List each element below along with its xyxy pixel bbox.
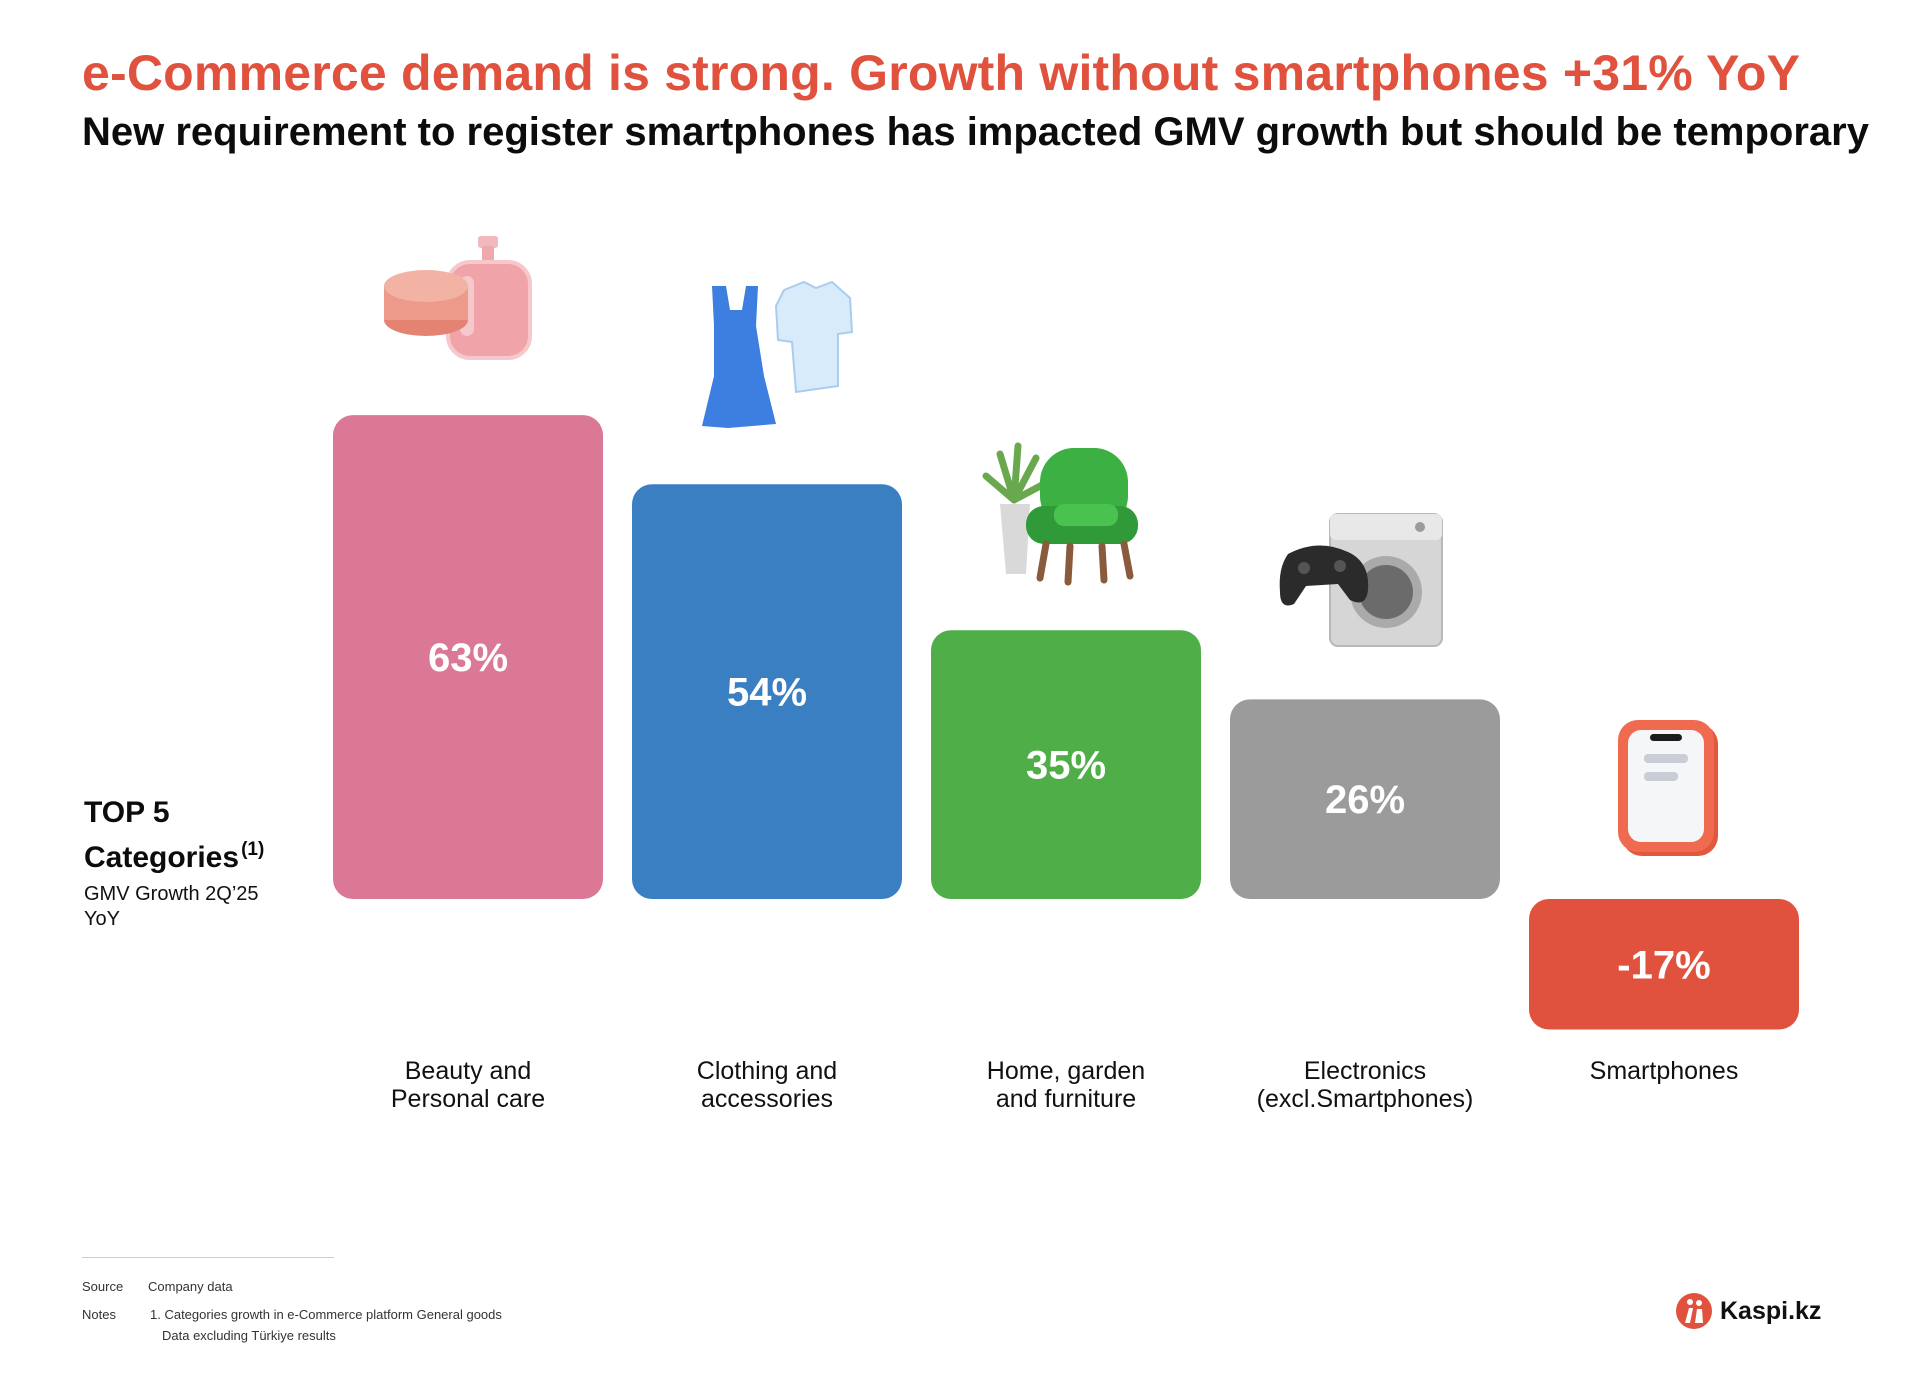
bar-value-label-3: 26% [1325, 778, 1405, 822]
dress-shape [702, 286, 776, 428]
bar-2 [931, 630, 1201, 899]
side-label-line1: TOP 5 [84, 796, 170, 829]
cream-jar [384, 270, 468, 336]
clothing-icon [702, 280, 854, 428]
chart-side-label: TOP 5 Categories (1) GMV Growth 2Q’25 YoY [84, 794, 284, 932]
bar-value-label-0: 63% [428, 636, 508, 680]
kaspi-logo-icon [1676, 1293, 1712, 1329]
footer-divider [82, 1257, 334, 1258]
source-value: Company data [148, 1279, 233, 1294]
category-label-0-line-1: Personal care [391, 1085, 545, 1113]
notes-line-2: Data excluding Türkiye results [162, 1328, 336, 1343]
armchair [1026, 448, 1138, 586]
page-title: e-Commerce demand is strong. Growth with… [82, 45, 1801, 101]
bar-4 [1529, 899, 1799, 1030]
washing-machine [1329, 513, 1443, 647]
footer-source: Source Company data [0, 1276, 700, 1298]
bar-1 [632, 484, 902, 899]
gamepad-washer-icon [1279, 513, 1443, 647]
category-label-4-line-0: Smartphones [1590, 1057, 1739, 1085]
cosmetics-icon [384, 236, 532, 360]
brand-name: Kaspi.kz [1720, 1296, 1822, 1325]
bar-3 [1230, 699, 1500, 899]
bar-value-label-4: -17% [1617, 943, 1710, 987]
category-label-1-line-0: Clothing and [697, 1057, 837, 1085]
category-label-0-line-0: Beauty and [405, 1057, 532, 1085]
notes-line-1: 1. Categories growth in e-Commerce platf… [150, 1307, 502, 1322]
page-subtitle: New requirement to register smartphones … [82, 110, 1869, 154]
bar-value-label-1: 54% [727, 671, 807, 715]
category-label-2-line-1: and furniture [996, 1085, 1136, 1113]
category-label-3-line-0: Electronics [1304, 1057, 1426, 1085]
shirt-shape [774, 280, 854, 394]
smartphone-icon [1618, 720, 1718, 856]
notes-text: 1. Categories growth in e-Commerce platf… [150, 1304, 570, 1346]
footnote-mark: (1) [241, 839, 265, 860]
source-key: Source [82, 1279, 124, 1294]
category-label-2-line-0: Home, garden [987, 1057, 1145, 1085]
side-label-title: TOP 5 Categories (1) [84, 794, 284, 876]
brand-logo: Kaspi.kz [1676, 1293, 1821, 1329]
gamepad [1279, 545, 1369, 606]
side-label-metric: GMV Growth 2Q’25 YoY [84, 883, 259, 930]
footer-notes: Notes 1. Categories growth in e-Commerce… [0, 1304, 700, 1348]
bar-0 [333, 415, 603, 899]
side-label-line2: Categories [84, 841, 240, 874]
armchair-plant-icon [982, 442, 1138, 586]
bar-value-label-2: 35% [1026, 744, 1106, 788]
category-label-3-line-1: (excl.Smartphones) [1257, 1085, 1474, 1113]
notes-key: Notes [82, 1307, 116, 1322]
plant [982, 442, 1048, 574]
category-label-1-line-1: accessories [701, 1085, 833, 1113]
